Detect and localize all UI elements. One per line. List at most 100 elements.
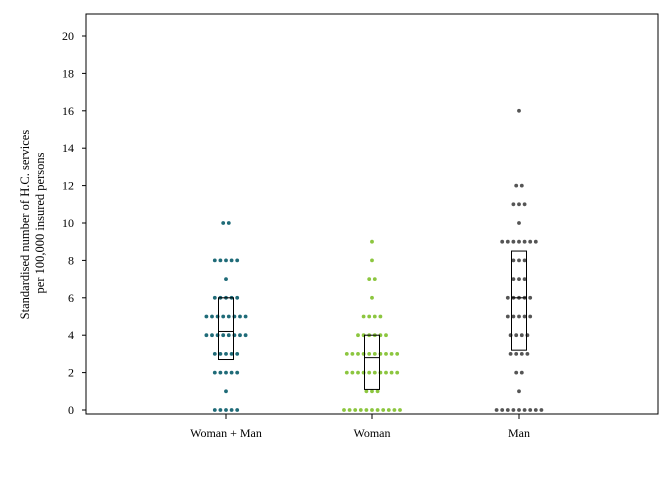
data-point [344,370,349,375]
data-point [528,408,533,412]
y-axis: 0 2 4 6 8 10 12 14 16 18 20 [62,29,86,417]
data-point [395,352,400,356]
data-point [229,370,234,375]
data-point [243,314,248,319]
data-point [212,370,217,375]
y-tick-label: 6 [68,291,74,305]
data-point [224,370,228,375]
data-point [517,258,521,263]
data-point [505,408,510,412]
data-point [235,295,240,300]
data-point [344,352,349,356]
box-iqr [218,297,234,361]
data-point [350,352,355,356]
data-point [356,370,360,375]
data-point [508,352,513,356]
data-point [210,333,214,338]
data-point [235,352,240,356]
data-point [511,202,516,207]
y-tick-label: 16 [62,104,74,118]
y-tick-label: 4 [68,328,74,342]
data-point [367,277,372,281]
data-point [384,370,388,375]
data-point [226,333,231,338]
data-point [539,408,544,412]
data-point [372,277,377,281]
box-plots [218,250,527,390]
data-point [235,258,240,263]
data-point [533,408,538,412]
data-point [367,370,372,375]
data-point [370,408,374,412]
data-point [347,408,352,412]
data-point [204,333,209,338]
data-point [370,389,374,394]
data-point [342,408,346,412]
data-point [212,352,217,356]
data-point [212,295,217,300]
data-point [517,108,521,113]
y-axis-title: Standardised number of H.C. services per… [18,127,47,320]
y-tick-label: 2 [68,366,74,380]
y-tick-label: 12 [62,179,74,193]
data-point [226,314,231,319]
data-point [229,258,234,263]
data-point [533,239,538,244]
data-point [224,258,228,263]
data-point [224,389,228,394]
data-point [386,408,391,412]
data-point [224,352,228,356]
data-point [372,370,377,375]
data-point [370,295,374,300]
data-point [218,352,223,356]
data-point [229,352,234,356]
box-iqr [511,250,527,351]
data-point [514,370,519,375]
data-point [224,277,228,281]
data-point [398,408,402,412]
data-point [511,314,516,319]
data-point [500,239,505,244]
data-point [522,239,527,244]
data-point [511,239,516,244]
data-point [517,202,521,207]
data-point [514,352,519,356]
data-point [224,408,228,412]
data-point [511,408,516,412]
data-point [505,239,510,244]
data-point [358,408,363,412]
y-tick-label: 8 [68,253,74,267]
data-point [372,314,377,319]
data-point [221,221,226,225]
data-point [372,352,377,356]
data-point [395,370,400,375]
data-point [528,295,533,300]
data-point [235,370,240,375]
data-point [511,258,516,263]
data-point [364,408,369,412]
x-tick-label: Woman + Man [190,426,262,440]
data-marks [204,108,544,412]
data-point [528,314,533,319]
data-point [525,352,530,356]
data-point [378,314,383,319]
data-point [370,258,374,263]
data-point [522,202,527,207]
data-point [356,352,360,356]
data-point [221,314,226,319]
data-point [212,408,217,412]
data-point [204,314,209,319]
data-point [370,239,374,244]
x-tick-label: Woman [353,426,390,440]
data-point [218,408,223,412]
box-iqr [364,334,380,390]
data-point [519,352,524,356]
y-tick-label: 10 [62,216,74,230]
data-point [528,239,533,244]
data-point [514,333,519,338]
data-point [381,408,386,412]
data-point [218,370,223,375]
data-point [389,370,394,375]
